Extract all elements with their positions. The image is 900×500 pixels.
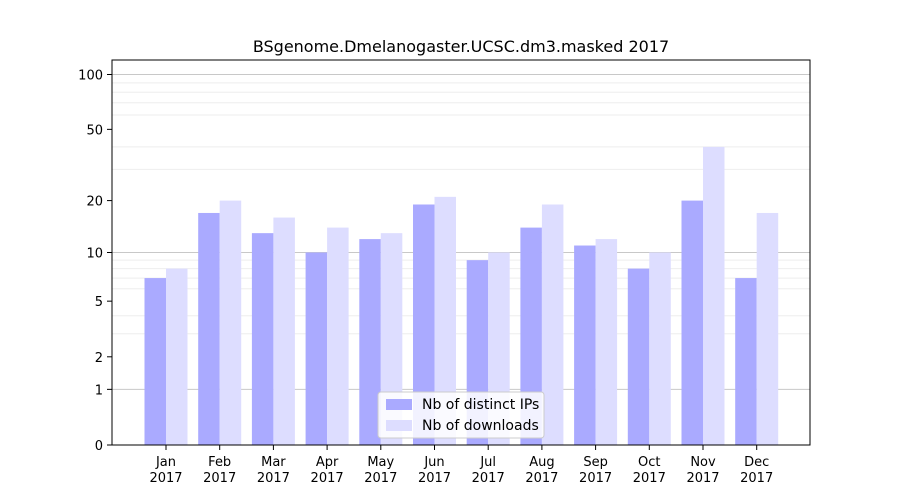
bar-downloads [166, 268, 188, 445]
bar-distinct-ips [520, 227, 542, 445]
y-tick-label: 100 [78, 69, 103, 84]
plot-frame [111, 59, 811, 446]
y-tick-label: 5 [95, 295, 103, 310]
legend: Nb of distinct IPs Nb of downloads [377, 391, 545, 439]
x-tick-label-year: 2017 [472, 471, 505, 486]
x-tick-label-year: 2017 [311, 471, 344, 486]
x-tick-label-month: Jun [423, 455, 444, 470]
x-tick-label-month: Sep [583, 455, 608, 470]
legend-label-ips: Nb of distinct IPs [422, 397, 539, 413]
bar-downloads [595, 239, 618, 445]
y-tick-label: 10 [86, 247, 103, 262]
bar-downloads [541, 204, 564, 445]
x-tick-label-year: 2017 [579, 471, 612, 486]
x-tick-label-month: Feb [208, 455, 231, 470]
bar-distinct-ips [305, 252, 328, 445]
x-tick-label-month: Jan [155, 455, 176, 470]
x-tick-label-year: 2017 [203, 471, 236, 486]
bar-distinct-ips [681, 200, 703, 445]
bar-distinct-ips [735, 278, 757, 445]
legend-label-downloads: Nb of downloads [422, 418, 539, 434]
y-tick-label: 2 [95, 351, 103, 366]
y-tick-label: 0 [95, 439, 103, 454]
legend-box [377, 391, 545, 439]
y-tick-label: 20 [86, 195, 103, 210]
bar-distinct-ips [144, 278, 166, 445]
bar-distinct-ips [574, 245, 596, 445]
x-tick-label-month: May [367, 455, 394, 470]
x-tick-label-month: Dec [744, 455, 769, 470]
bar-downloads [434, 196, 456, 445]
bar-distinct-ips [359, 239, 381, 445]
bar-downloads [649, 252, 671, 445]
bar-distinct-ips [627, 268, 650, 445]
x-tick-label-year: 2017 [740, 471, 773, 486]
bar-downloads [219, 200, 242, 445]
bar-downloads [756, 212, 779, 445]
x-tick-label-month: Mar [261, 455, 286, 470]
x-tick-label-month: Aug [529, 455, 554, 470]
legend-swatch-ips [386, 399, 412, 410]
legend-swatch-downloads [386, 420, 412, 431]
bar-distinct-ips [251, 233, 274, 445]
bar-distinct-ips [413, 204, 435, 445]
x-tick-label-year: 2017 [633, 471, 666, 486]
y-tick-label: 1 [95, 383, 103, 398]
bar-downloads [327, 227, 349, 445]
x-tick-label-month: Jul [479, 455, 496, 470]
x-tick-label-month: Nov [690, 455, 716, 470]
x-tick-label-year: 2017 [525, 471, 558, 486]
bar-downloads [273, 217, 295, 445]
axis-layer: 0125102050100Jan2017Feb2017Mar2017Apr201… [78, 69, 773, 486]
bar-downloads [703, 146, 725, 445]
x-tick-label-year: 2017 [686, 471, 719, 486]
x-tick-label-year: 2017 [364, 471, 397, 486]
x-tick-label-year: 2017 [418, 471, 451, 486]
x-tick-label-month: Oct [638, 455, 660, 470]
x-tick-label-month: Apr [316, 455, 339, 470]
y-tick-label: 50 [86, 123, 103, 138]
bar-distinct-ips [198, 212, 220, 445]
x-tick-label-year: 2017 [149, 471, 182, 486]
chart-title: BSgenome.Dmelanogaster.UCSC.dm3.masked 2… [253, 37, 669, 56]
x-tick-label-year: 2017 [257, 471, 290, 486]
